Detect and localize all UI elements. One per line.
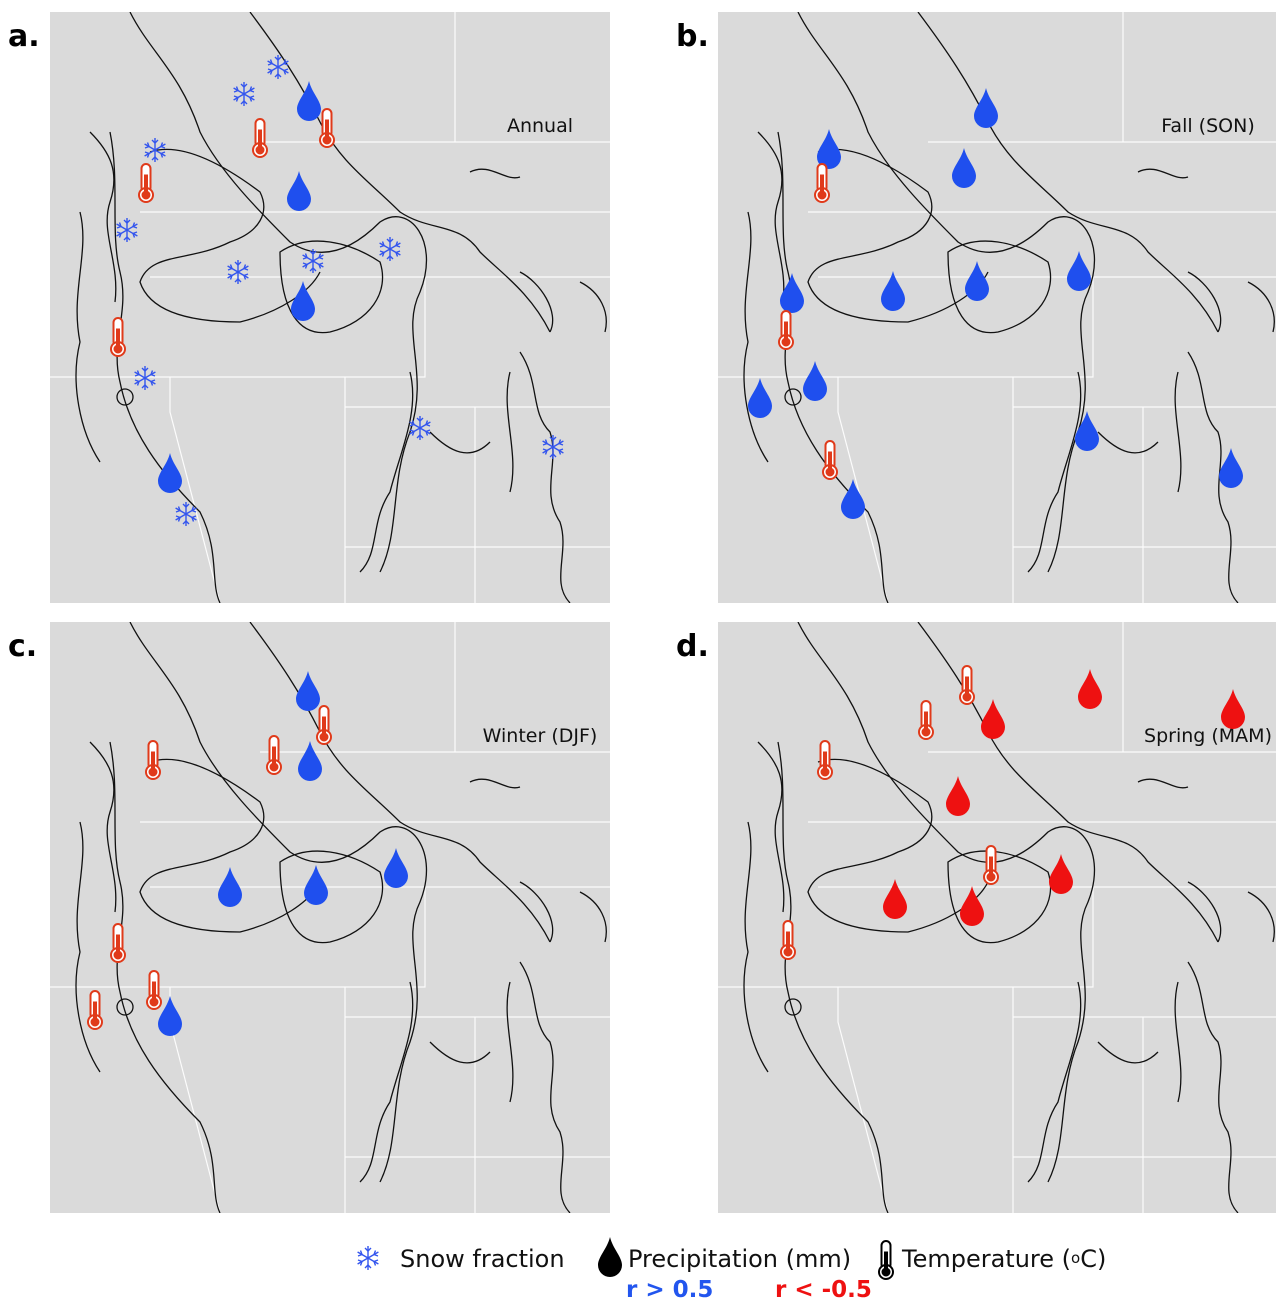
legend-precipitation: Precipitation (mm) — [628, 1245, 851, 1273]
thermometer-icon — [960, 666, 974, 704]
panels: a. Annual b. Fall (SON) c. Winter (DJF) d. Spri… — [8, 12, 1276, 1213]
legend-thermometer-icon — [879, 1241, 893, 1279]
map-base — [50, 622, 610, 1213]
legend-positive: r > 0.5 — [626, 1277, 713, 1303]
basemap — [50, 622, 610, 1213]
thermometer-icon — [779, 311, 793, 349]
panel-label: b. — [676, 19, 709, 54]
legend-snow: Snow fraction — [400, 1245, 565, 1273]
season-label: Winter (DJF) — [483, 725, 598, 747]
legend-snow-icon — [358, 1246, 379, 1270]
season-label: Fall (SON) — [1161, 115, 1254, 137]
map-panel: c. Winter (DJF) — [8, 622, 610, 1213]
season-label: Annual — [507, 115, 573, 137]
thermometer-icon — [781, 921, 795, 959]
legend-negative: r < -0.5 — [775, 1277, 872, 1303]
map-panel: a. Annual — [8, 12, 610, 603]
thermometer-icon — [88, 991, 102, 1029]
thermometer-icon — [139, 164, 153, 202]
thermometer-icon — [146, 741, 160, 779]
thermometer-icon — [320, 109, 334, 147]
map-panel: b. Fall (SON) — [676, 12, 1276, 603]
thermometer-icon — [823, 441, 837, 479]
thermometer-icon — [984, 846, 998, 884]
thermometer-icon — [111, 924, 125, 962]
legend: Snow fraction Precipitation (mm) Tempera… — [358, 1237, 1107, 1303]
legend-temperature-sup: o — [1071, 1249, 1080, 1267]
panel-label: a. — [8, 19, 40, 54]
legend-temperature-end: C) — [1080, 1245, 1106, 1273]
figure: a. Annual b. Fall (SON) c. Winter (DJF) d. Spri… — [0, 0, 1276, 1305]
legend-temperature-start: Temperature ( — [901, 1245, 1071, 1273]
thermometer-icon — [818, 741, 832, 779]
thermometer-icon — [267, 736, 281, 774]
legend-drop-icon — [598, 1237, 622, 1277]
thermometer-icon — [253, 119, 267, 157]
panel-label: c. — [8, 629, 37, 664]
thermometer-icon — [111, 318, 125, 356]
thermometer-icon — [147, 971, 161, 1009]
thermometer-icon — [919, 701, 933, 739]
season-label: Spring (MAM) — [1144, 725, 1272, 747]
basemap — [50, 12, 610, 603]
thermometer-icon — [317, 706, 331, 744]
thermometer-icon — [815, 164, 829, 202]
map-base — [50, 12, 610, 603]
legend-temperature: Temperature (oC) — [901, 1245, 1106, 1273]
map-panel: d. Spring (MAM) — [676, 622, 1276, 1213]
panel-label: d. — [676, 629, 709, 664]
